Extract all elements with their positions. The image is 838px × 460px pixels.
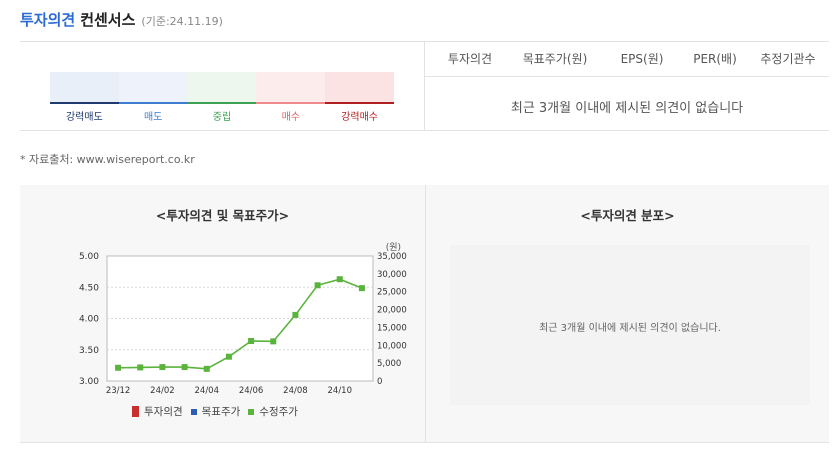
price-series-line <box>118 278 363 370</box>
legend-opinion: 투자의견 <box>144 406 183 418</box>
price-data-point <box>270 338 277 345</box>
opinion-chart: 5.00 4.50 4.00 3.50 3.00 35,000 30,000 25,000 20… <box>60 238 420 428</box>
header-accent: 투자의견 <box>20 11 76 29</box>
right-axis-tick-label: 15,000 <box>377 323 407 333</box>
table-header-cell: 투자의견 <box>447 52 493 66</box>
x-axis-tick-label: 24/04 <box>195 386 220 396</box>
legend-price: 수정주가 <box>259 406 298 418</box>
data-source: * 자료출처: www.wisereport.co.kr <box>20 153 195 166</box>
left-axis-tick-label: 4.50 <box>79 283 99 293</box>
header-divider <box>20 41 829 42</box>
price-data-point <box>115 364 122 371</box>
right-axis-tick-label: 25,000 <box>377 288 407 298</box>
left-axis-tick-label: 4.00 <box>79 315 99 325</box>
opinion-scale-labels: 강력매도 매도 중립 매수 강력매수 <box>50 108 394 123</box>
price-data-point <box>181 364 188 371</box>
price-data-point <box>203 365 210 372</box>
table-empty-message: 최근 3개월 이내에 제시된 의견이 없습니다 <box>510 101 744 116</box>
top-vertical-divider <box>424 42 425 130</box>
x-axis-tick-label: 24/02 <box>150 386 175 396</box>
opinion-scale-bar <box>256 72 326 104</box>
opinion-scale-label: 중립 <box>212 112 232 123</box>
right-axis-tick-label: 5,000 <box>377 359 401 369</box>
opinion-scale-bar <box>187 72 257 104</box>
header-date: (기준:24.11.19) <box>141 15 223 28</box>
opinion-scale-bars <box>50 72 394 104</box>
table-header-cell: 목표주가(원) <box>522 52 588 66</box>
table-header-cell: 추정기관수 <box>760 52 816 66</box>
opinion-chart-svg: 5.00 4.50 4.00 3.50 3.00 35,000 30,000 25,000 20… <box>79 242 407 396</box>
price-data-point <box>358 285 365 292</box>
right-axis-unit: (원) <box>386 242 401 253</box>
opinion-scale-bar <box>325 72 394 104</box>
price-data-point <box>159 364 166 371</box>
x-axis-tick-label: 24/08 <box>283 386 308 396</box>
legend-price-swatch <box>248 408 255 415</box>
x-axis-tick-label: 23/12 <box>106 386 131 396</box>
chart-legend: 투자의견 목표주가 수정주가 <box>132 404 298 419</box>
opinion-scale-label: 매수 <box>281 112 300 123</box>
opinion-scale-label: 강력매수 <box>341 112 378 123</box>
opinion-scale: 강력매도 매도 중립 매수 강력매수 <box>50 72 394 123</box>
price-data-point <box>225 353 232 360</box>
table-header-cell: PER(배) <box>693 52 737 66</box>
consensus-table-header: 투자의견 목표주가(원) EPS(원) PER(배) 추정기관수 <box>432 50 829 67</box>
consensus-header: 투자의견 컨센서스 (기준:24.11.19) <box>20 9 223 33</box>
price-data-point <box>314 282 321 289</box>
distribution-title: <투자의견 분포> <box>580 208 675 223</box>
right-axis-tick-label: 35,000 <box>377 252 407 262</box>
price-data-point <box>336 276 343 283</box>
distribution-chart-area: 최근 3개월 이내에 제시된 의견이 없습니다. <box>450 245 810 405</box>
x-axis-tick-label: 24/06 <box>239 386 263 396</box>
left-axis-tick-label: 3.50 <box>79 346 99 356</box>
legend-target-swatch <box>190 408 197 415</box>
right-axis-tick-label: 20,000 <box>377 306 407 316</box>
price-data-point <box>248 338 255 344</box>
right-axis-tick-label: 10,000 <box>377 341 407 351</box>
right-axis-tick-label: 0 <box>377 377 382 387</box>
legend-target: 목표주가 <box>201 406 241 418</box>
opinion-scale-bar <box>50 72 119 104</box>
legend-opinion-swatch <box>132 406 139 417</box>
opinion-scale-label: 매도 <box>143 112 163 123</box>
bottom-vertical-divider <box>425 185 426 442</box>
table-header-divider <box>425 76 829 77</box>
left-axis-tick-label: 3.00 <box>79 377 99 387</box>
opinion-scale-bar <box>118 72 188 104</box>
chart-section: <투자의견 및 목표주가> 5.00 4.50 4.00 3.50 3.00 35,000… <box>20 185 829 443</box>
x-axis-tick-label: 24/10 <box>328 386 353 396</box>
right-axis-tick-label: 30,000 <box>377 270 407 280</box>
top-section-divider <box>20 130 829 131</box>
table-header-cell: EPS(원) <box>620 52 664 66</box>
left-axis-tick-label: 5.00 <box>79 252 99 262</box>
distribution-empty-message: 최근 3개월 이내에 제시된 의견이 없습니다. <box>539 323 721 334</box>
price-data-point <box>137 364 144 371</box>
opinion-scale-label: 강력매도 <box>65 112 103 123</box>
header-title: 컨센서스 <box>80 11 136 29</box>
price-data-point <box>292 311 299 318</box>
opinion-chart-title: <투자의견 및 목표주가> <box>155 208 290 223</box>
